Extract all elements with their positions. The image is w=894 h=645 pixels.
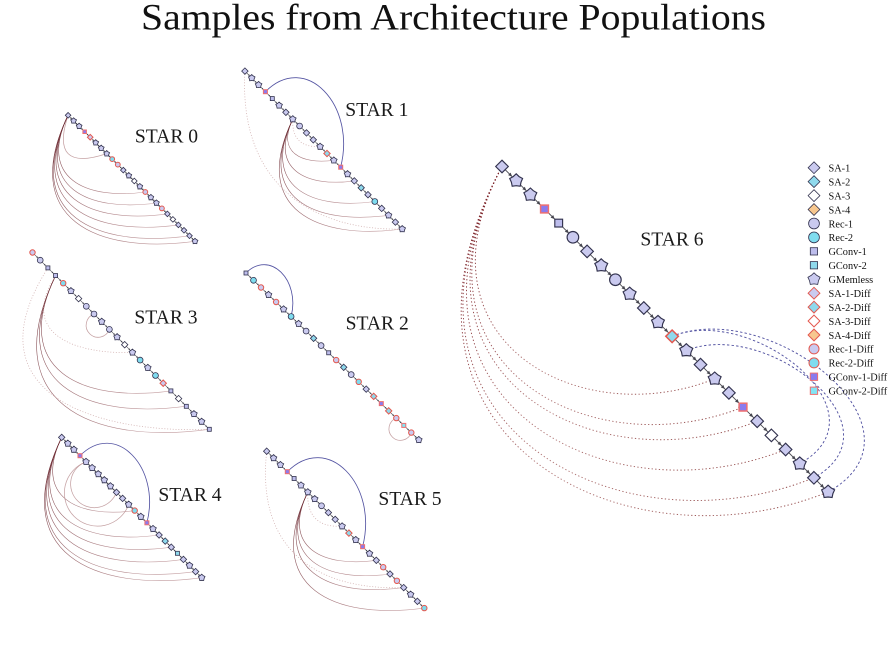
svg-text:SA-4: SA-4 <box>829 205 851 216</box>
svg-text:GConv-1: GConv-1 <box>829 247 867 258</box>
svg-text:SA-2-Diff: SA-2-Diff <box>829 303 872 314</box>
svg-text:STAR 5: STAR 5 <box>378 489 441 510</box>
svg-text:GConv-2-Diff: GConv-2-Diff <box>829 387 888 398</box>
svg-text:Rec-1: Rec-1 <box>829 219 854 230</box>
svg-text:SA-1: SA-1 <box>829 164 851 175</box>
svg-text:SA-2: SA-2 <box>829 177 851 188</box>
svg-text:Rec-1-Diff: Rec-1-Diff <box>829 345 875 356</box>
svg-text:SA-1-Diff: SA-1-Diff <box>829 289 872 300</box>
svg-text:Rec-2: Rec-2 <box>829 233 854 244</box>
svg-text:STAR 4: STAR 4 <box>158 485 221 506</box>
svg-text:GMemless: GMemless <box>829 275 874 286</box>
svg-text:STAR 2: STAR 2 <box>346 314 409 335</box>
svg-text:GConv-2: GConv-2 <box>829 261 867 272</box>
svg-text:SA-3-Diff: SA-3-Diff <box>829 317 872 328</box>
svg-text:STAR 3: STAR 3 <box>134 308 197 329</box>
svg-text:SA-4-Diff: SA-4-Diff <box>829 331 872 342</box>
svg-text:STAR 1: STAR 1 <box>345 100 408 121</box>
svg-text:Rec-2-Diff: Rec-2-Diff <box>829 359 875 370</box>
svg-text:Samples from Architecture Popu: Samples from Architecture Populations <box>141 0 766 38</box>
svg-text:GConv-1-Diff: GConv-1-Diff <box>829 373 888 384</box>
svg-text:SA-3: SA-3 <box>829 191 851 202</box>
svg-text:STAR 6: STAR 6 <box>640 230 703 251</box>
svg-text:STAR 0: STAR 0 <box>135 127 198 148</box>
